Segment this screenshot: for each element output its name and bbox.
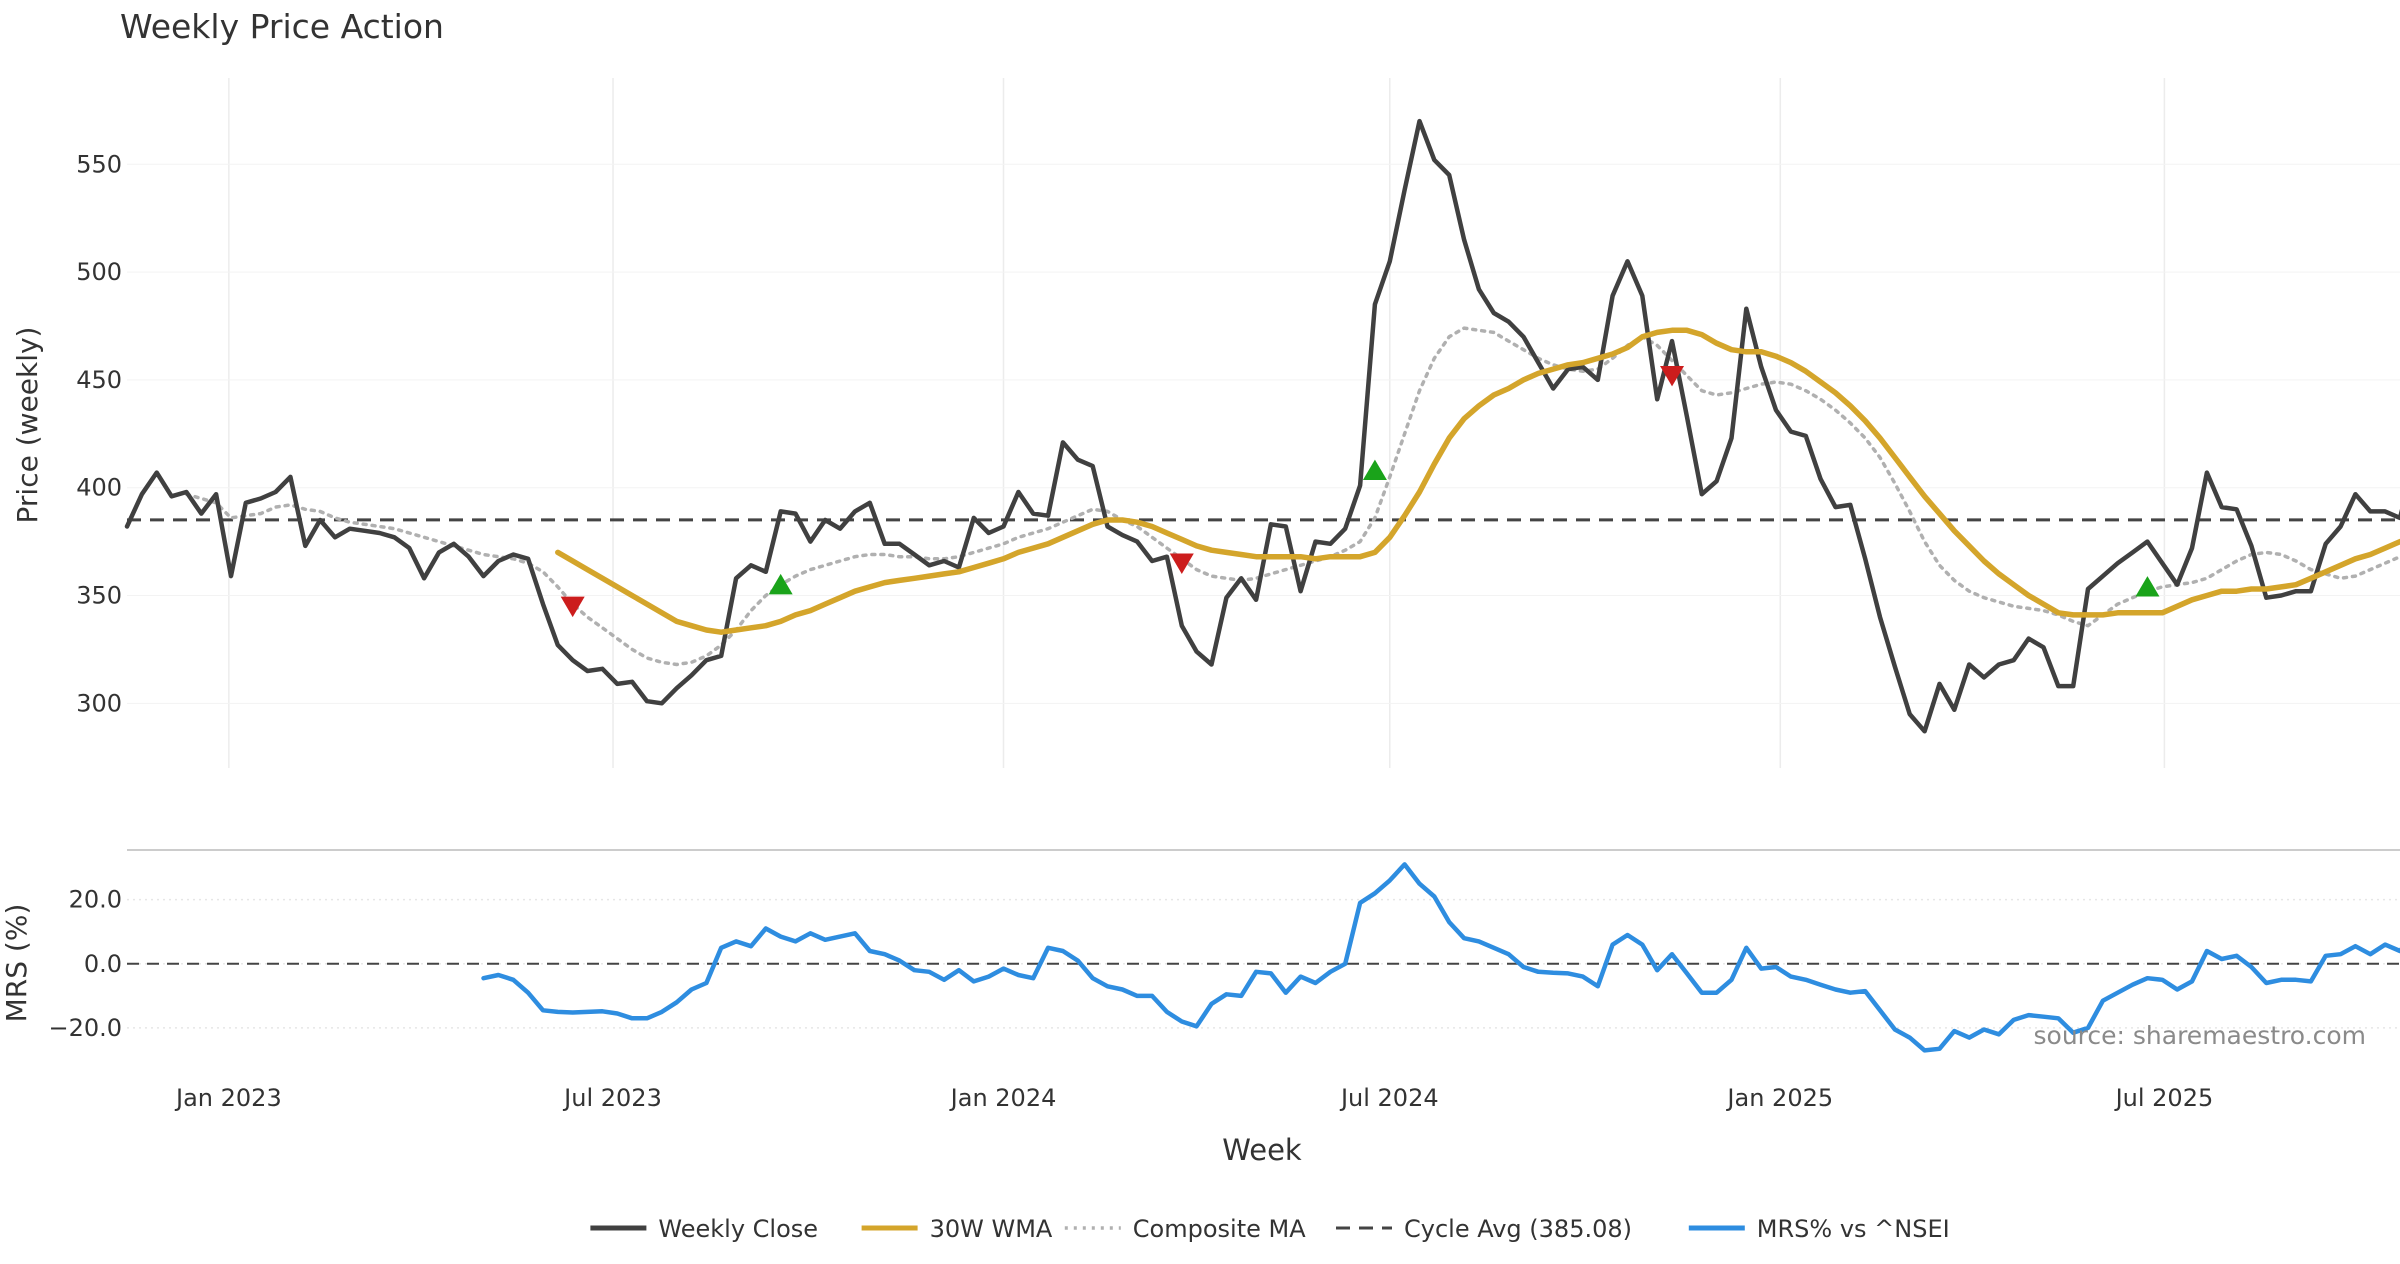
price-y-tick-350: 350	[76, 582, 122, 610]
price-series-group	[127, 121, 2400, 731]
buy-signal-marker	[2135, 576, 2159, 596]
mrs-y-tick-0: 0.0	[84, 950, 122, 978]
legend: Weekly Close 30W WMA Composite MA Cycle Avg…	[590, 1215, 1949, 1243]
x-axis-label: Week	[1222, 1133, 1302, 1167]
x-tick-jul-2023: Jul 2023	[562, 1084, 662, 1112]
x-tick-jan-2025: Jan 2025	[1725, 1084, 1833, 1112]
x-tick-jan-2023: Jan 2023	[174, 1084, 282, 1112]
mrs-y-axis-label: MRS (%)	[0, 904, 33, 1023]
x-axis-ticks: Jan 2023 Jul 2023 Jan 2024 Jul 2024 Jan 2025…	[174, 1084, 2213, 1112]
legend-label-mrs-vs-nsei: MRS% vs ^NSEI	[1757, 1215, 1950, 1243]
buy-signal-marker	[769, 574, 793, 594]
sell-signal-marker	[561, 597, 585, 617]
price-y-tick-550: 550	[76, 150, 122, 178]
chart-title: Weekly Price Action	[120, 7, 444, 46]
price-gridlines	[127, 78, 2400, 768]
series-30w-wma-line	[558, 330, 2400, 632]
legend-label-cycle-avg-385-08: Cycle Avg (385.08)	[1404, 1215, 1632, 1243]
legend-label-weekly-close: Weekly Close	[658, 1215, 818, 1243]
mrs-y-axis-ticks: 20.0 0.0 −20.0	[48, 886, 122, 1042]
mrs-y-tick-20: 20.0	[69, 886, 122, 914]
legend-label-30w-wma: 30W WMA	[930, 1215, 1053, 1243]
x-tick-jan-2024: Jan 2024	[949, 1084, 1057, 1112]
price-y-tick-400: 400	[76, 474, 122, 502]
legend-label-composite-ma: Composite MA	[1133, 1215, 1306, 1243]
buy-signal-marker	[1363, 460, 1387, 480]
source-annotation: source: sharemaestro.com	[2034, 1021, 2367, 1050]
price-y-tick-450: 450	[76, 366, 122, 394]
price-y-axis-label: Price (weekly)	[11, 327, 44, 524]
x-tick-jul-2024: Jul 2024	[1339, 1084, 1439, 1112]
x-tick-jul-2025: Jul 2025	[2114, 1084, 2214, 1112]
price-y-tick-300: 300	[76, 689, 122, 717]
series-weekly-close-line	[127, 121, 2400, 731]
price-y-tick-500: 500	[76, 258, 122, 286]
price-y-axis-ticks: 300 350 400 450 500 550	[76, 150, 122, 717]
mrs-y-tick-neg20: −20.0	[48, 1014, 122, 1042]
